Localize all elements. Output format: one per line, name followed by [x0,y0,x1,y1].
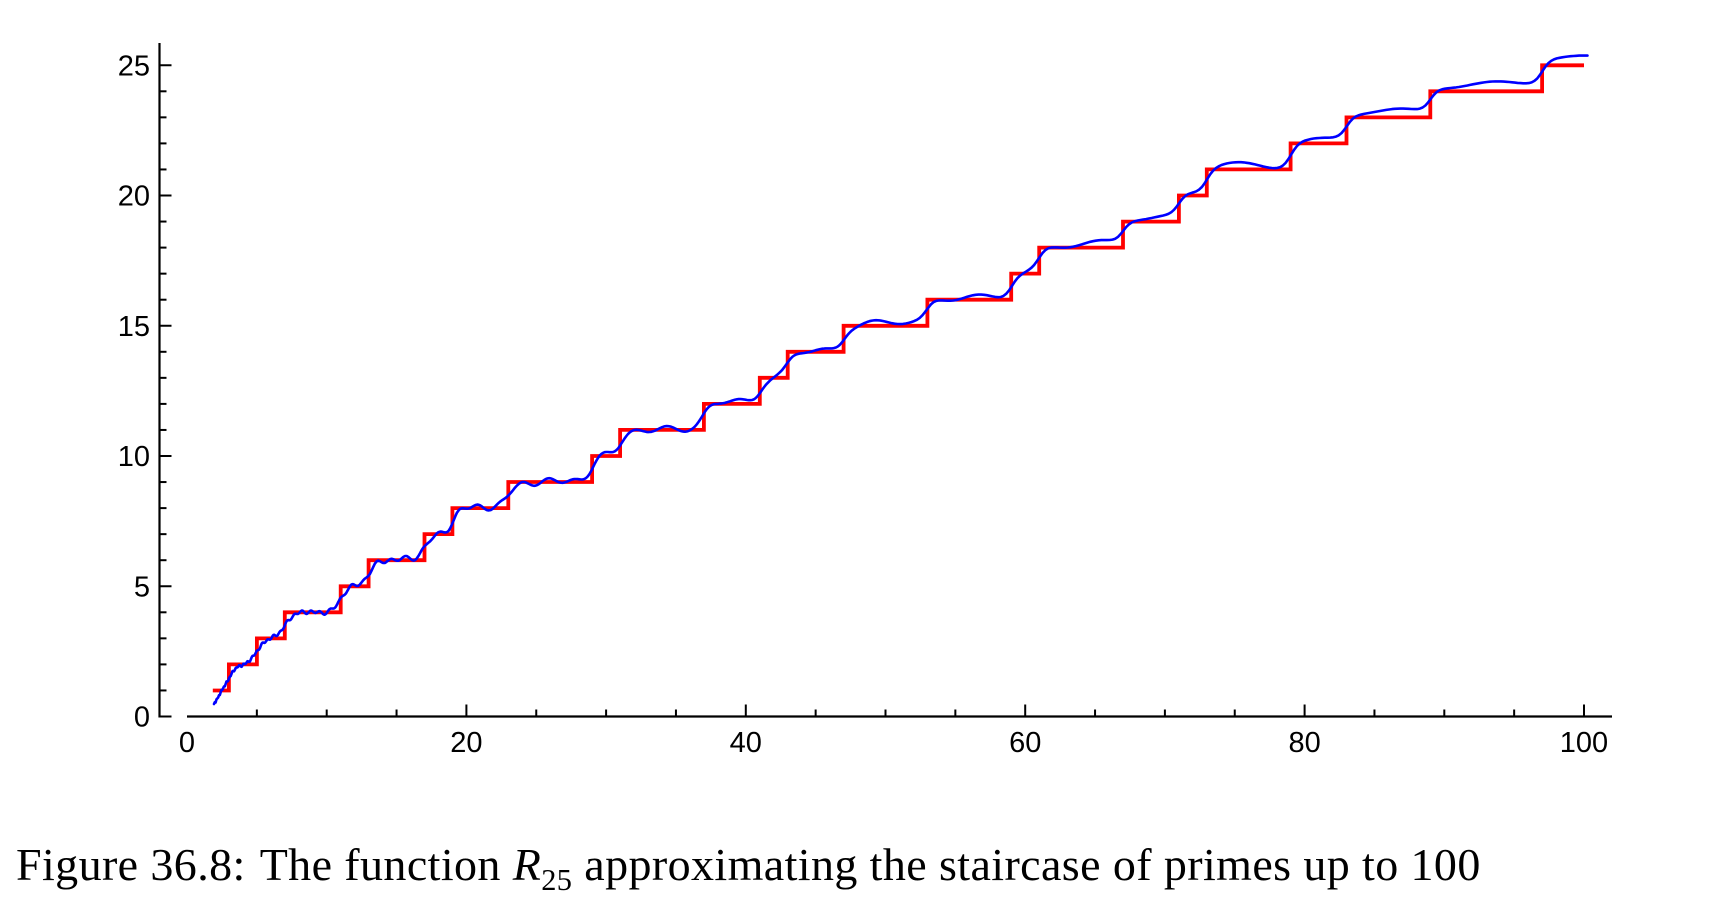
y-tick-label: 0 [134,702,150,734]
y-tick-label: 15 [118,311,150,343]
x-tick-label: 60 [1009,727,1041,759]
x-tick-label: 40 [730,727,762,759]
y-tick-label: 5 [134,571,150,603]
x-tick-label: 100 [1560,727,1608,759]
prime-staircase-chart: 0 5 10 15 20 25 0 20 40 60 80 100 [118,43,1612,759]
x-tick-label: 0 [179,727,195,759]
caption-math-symbol: R [512,839,542,890]
caption-text-before: The function [259,839,501,890]
pi-staircase-curve [212,63,1584,693]
x-tick-label: 80 [1288,727,1320,759]
x-tick-label: 20 [450,727,482,759]
figure-caption: Figure 36.8: The function R25 approximati… [16,838,1718,895]
y-tick-label: 25 [118,50,150,82]
caption-text-after: approximating the staircase of primes up… [584,839,1481,890]
caption-math-subscript: 25 [541,863,573,898]
r25-curve [212,54,1589,706]
caption-figure-number: Figure 36.8: [16,839,246,890]
y-tick-label: 20 [118,181,150,213]
y-tick-label: 10 [118,441,150,473]
caption-math-R25: R25 [512,839,573,895]
